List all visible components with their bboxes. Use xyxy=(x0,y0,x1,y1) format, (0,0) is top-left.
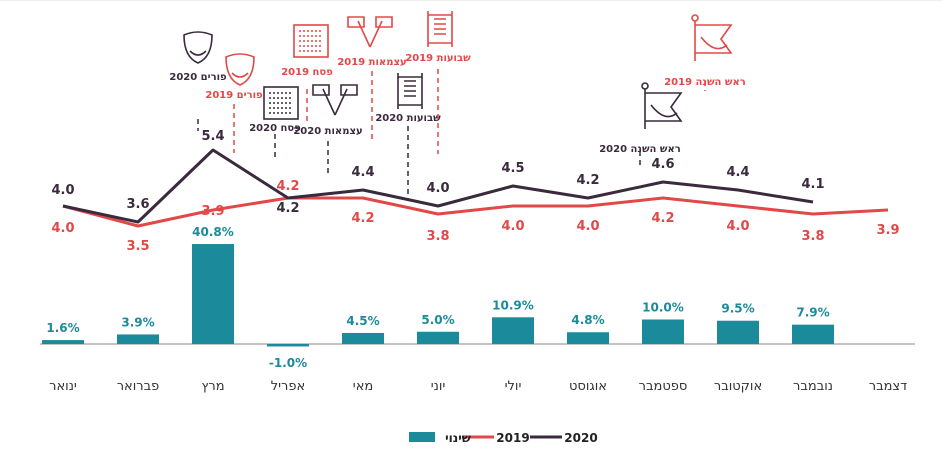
flag-pole-top xyxy=(692,15,698,21)
bar xyxy=(267,344,309,346)
shofar-flag-shape xyxy=(695,21,731,61)
annotation-label: ראש השנה 2020 xyxy=(599,144,681,155)
bar-data-label: -1.0% xyxy=(269,356,307,370)
x-tick-label: פברואר xyxy=(117,379,160,394)
bar xyxy=(342,333,384,344)
series-2019-data-label: 4.2 xyxy=(651,211,674,226)
series-2020-data-label: 3.6 xyxy=(126,197,149,212)
bar xyxy=(417,332,459,344)
bar xyxy=(492,317,534,344)
flags-shape xyxy=(348,17,392,47)
x-tick-label: אפריל xyxy=(271,379,305,394)
bar-data-label: 10.9% xyxy=(492,298,534,312)
bar-data-label: 10.0% xyxy=(642,301,684,315)
annotation-label: עצמאות 2020 xyxy=(293,126,362,137)
legend-label: שינוי xyxy=(445,431,471,445)
torah-shape xyxy=(398,73,422,109)
x-tick-label: דצמבר xyxy=(869,379,908,394)
bar-data-label: 9.5% xyxy=(721,302,754,316)
matzah-icon xyxy=(264,87,298,119)
legend-label: 2020 xyxy=(564,431,597,445)
x-tick-label: אוגוסט xyxy=(569,379,607,394)
matzah-icon xyxy=(294,25,328,57)
series-2020-data-label: 4.1 xyxy=(801,177,824,192)
flag-pole-top xyxy=(642,83,648,89)
series-2020-data-label: 4.2 xyxy=(276,201,299,216)
x-tick-label: יוני xyxy=(431,379,446,394)
annotation-label: עצמאות 2019 xyxy=(337,57,406,68)
series-2019-data-label: 4.2 xyxy=(351,211,374,226)
bar-data-label: 3.9% xyxy=(121,315,154,329)
bar-data-label: 4.5% xyxy=(346,314,379,328)
x-tick-label: ספטמבר xyxy=(639,379,688,394)
x-tick-label: נובמבר xyxy=(793,379,833,394)
annotation-label: שבועות 2019 xyxy=(405,53,471,64)
bar-data-label: 1.6% xyxy=(46,321,79,335)
bar xyxy=(42,340,84,344)
series-2020-data-label: 5.4 xyxy=(201,129,224,144)
series-2020-data-label: 4.4 xyxy=(351,165,374,180)
series-2019-data-label: 4.0 xyxy=(726,219,749,234)
torah-shape xyxy=(428,11,452,47)
shofar-flag-shape xyxy=(645,89,681,129)
bar xyxy=(717,321,759,344)
torah-icon xyxy=(398,73,422,109)
series-2019-data-label: 3.9 xyxy=(876,223,899,238)
series-2019-data-label: 4.0 xyxy=(501,219,524,234)
series-2019-data-label: 3.9 xyxy=(201,204,224,219)
series-2019-data-label: 3.8 xyxy=(426,229,449,244)
series-2019-data-label: 3.8 xyxy=(801,229,824,244)
bar xyxy=(642,320,684,345)
series-2020-data-label: 4.6 xyxy=(651,157,674,172)
series-2020-data-label: 4.0 xyxy=(51,183,74,198)
series-2020-data-label: 4.2 xyxy=(576,173,599,188)
shofar-flag-icon xyxy=(692,15,731,61)
torah-icon xyxy=(428,11,452,47)
mask-shape xyxy=(226,54,254,85)
x-tick-label: מאי xyxy=(353,379,373,394)
bar-data-label: 5.0% xyxy=(421,313,454,327)
flags-shape xyxy=(313,85,357,115)
series-2019-data-label: 4.0 xyxy=(576,219,599,234)
annotation-label: פורים 2020 xyxy=(169,72,227,83)
series-2020-data-label: 4.5 xyxy=(501,161,524,176)
bar-data-label: 40.8% xyxy=(192,225,234,239)
bar xyxy=(192,244,234,344)
series-2020-data-label: 4.4 xyxy=(726,165,749,180)
annotation-label: פורים 2019 xyxy=(205,90,263,101)
x-tick-label: מרץ xyxy=(201,379,224,394)
annotation-label: פסח 2019 xyxy=(281,67,333,78)
series-2019-line xyxy=(63,198,888,226)
x-tick-label: אוקטובר xyxy=(714,379,762,394)
flags-icon xyxy=(313,85,357,115)
bar xyxy=(117,334,159,344)
bar xyxy=(567,332,609,344)
shofar-flag-icon xyxy=(642,83,681,129)
mask-icon xyxy=(226,54,254,85)
bar xyxy=(792,325,834,344)
legend-label: 2019 xyxy=(496,431,529,445)
mask-icon xyxy=(184,32,212,63)
annotation-label: ראש השנה 2019 xyxy=(664,77,746,88)
series-2019-data-label: 3.5 xyxy=(126,239,149,254)
flags-icon xyxy=(348,17,392,47)
bar-data-label: 4.8% xyxy=(571,313,604,327)
annotation-label: שבועות 2020 xyxy=(375,113,441,124)
series-2020-data-label: 4.0 xyxy=(426,181,449,196)
mask-shape xyxy=(184,32,212,63)
x-tick-label: ינואר xyxy=(49,379,77,394)
bar-data-label: 7.9% xyxy=(796,306,829,320)
x-tick-label: יולי xyxy=(505,379,522,394)
legend-swatch xyxy=(409,432,435,442)
series-2019-data-label: 4.0 xyxy=(51,221,74,236)
